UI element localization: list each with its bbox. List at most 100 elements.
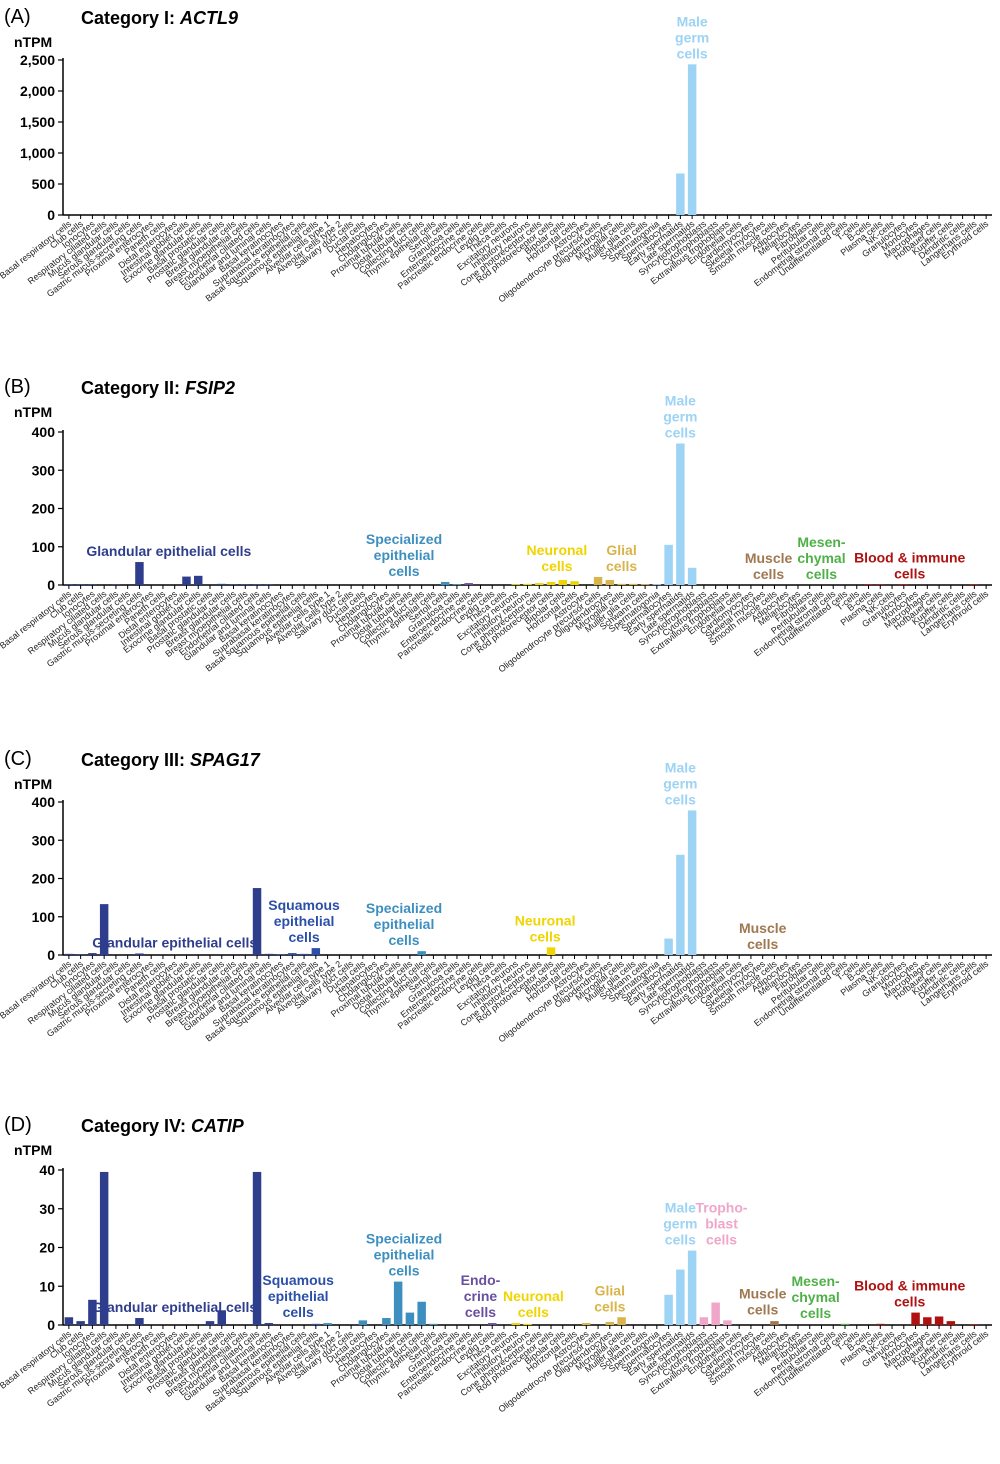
y-tick-label: 0 (47, 1317, 55, 1333)
bar-undifferentiated-cells (840, 1323, 850, 1325)
bar-cytotrophoblasts (711, 1302, 720, 1325)
group-label: blast (705, 1216, 738, 1232)
group-label: cells (753, 566, 784, 582)
group-label: cells (800, 1305, 831, 1321)
y-tick-label: 400 (32, 424, 56, 440)
y-tick-label: 100 (32, 909, 56, 925)
bar-bipolar-cells (558, 580, 568, 585)
bar-rod-photoreceptor-cells (546, 947, 556, 955)
group-label: epithelial (374, 1247, 435, 1263)
bar-hofbauer-cells (934, 1316, 944, 1325)
bar-basal-respiratory-cells (64, 953, 74, 955)
bar-alveolar-cells-type-1 (323, 1323, 332, 1325)
group-label: cells (530, 928, 561, 944)
bar-microglial-cells (617, 1317, 626, 1325)
bar-breast-myoepithelial-cells (241, 584, 250, 585)
chart-title-text: Category I: (81, 8, 180, 28)
y-axis-label: nTPM (14, 34, 52, 50)
bar-ionocytes (88, 1299, 97, 1325)
group-label: chymal (791, 1289, 839, 1305)
group-label: Specialized (366, 531, 442, 547)
bar-macrophages (923, 1317, 932, 1325)
group-label: cells (518, 1304, 549, 1320)
bar-enteroendocrine-cells (464, 583, 473, 585)
y-tick-label: 0 (47, 207, 55, 223)
y-tick-label: 30 (39, 1201, 55, 1217)
group-label: cells (288, 929, 319, 945)
y-axis-label: nTPM (14, 1142, 52, 1158)
group-label: cells (894, 1294, 925, 1310)
group-label: epithelial (374, 547, 435, 563)
bar-club-cells (76, 954, 85, 955)
bar-suprabasal-keratinocytes (288, 953, 297, 955)
bar-inhibitory-neurons (523, 583, 532, 585)
group-label: Specialized (366, 900, 442, 916)
bar-ductal-cells (358, 1320, 368, 1325)
bar-oligodendrocyte-precursor-cells (593, 576, 603, 585)
bar-astrocytes (582, 1323, 591, 1325)
bar-granulocytes (899, 584, 909, 585)
bar-late-spermatids (687, 810, 697, 955)
bar-endometrial-ciliated-cells (252, 1171, 262, 1325)
group-label: cells (465, 1304, 496, 1320)
group-label: epithelial (374, 916, 435, 932)
bar-langerhans-cells (970, 584, 979, 585)
panel-letter: (D) (4, 1114, 32, 1136)
bar-early-spermatids (676, 173, 685, 215)
y-tick-label: 100 (32, 539, 56, 555)
y-tick-label: 40 (39, 1162, 55, 1178)
group-label: cells (806, 566, 837, 582)
y-tick-label: 0 (47, 947, 55, 963)
y-tick-label: 2,500 (20, 52, 55, 68)
bar-exocrine-glandular-cells (194, 575, 203, 585)
y-tick-label: 0 (47, 577, 55, 593)
panel-letter: (C) (4, 748, 32, 770)
bar-glandular-and-luminal-cells (264, 584, 274, 585)
bar-oligodendrocytes (605, 1321, 615, 1325)
y-tick-label: 10 (39, 1278, 55, 1294)
bar-gastric-mucus-secreting-cells (135, 953, 144, 955)
bar-gastric-mucus-secreting-cells (135, 1318, 144, 1325)
group-label: Male (677, 13, 708, 29)
y-tick-label: 500 (32, 176, 56, 192)
y-tick-label: 300 (32, 832, 56, 848)
bar-early-spermatids (676, 1269, 685, 1325)
group-label: Glandular epithelial cells (86, 543, 251, 559)
group-label: Glandular epithelial cells (92, 1299, 257, 1315)
group-label: germ (663, 408, 697, 424)
bar-basal-respiratory-cells (64, 584, 74, 585)
bar-endometrial-ciliated-cells (252, 888, 262, 955)
bar-glandular-and-luminal-cells (264, 953, 274, 955)
y-tick-label: 1,500 (20, 114, 55, 130)
chart-title: Category IV: CATIP (81, 1116, 245, 1136)
bar-prostatic-glandular-cells (217, 583, 226, 585)
group-label: Endo- (461, 1272, 501, 1288)
group-label: chymal (797, 550, 845, 566)
chart-panel-3: (C) Category III: SPAG17 nTPM 0 100 200 300 400… (0, 748, 992, 1044)
bar-basal-prostatic-cells (205, 1321, 215, 1325)
bar-late-spermatids (687, 64, 697, 215)
group-label: germ (675, 29, 709, 45)
group-label: cells (747, 1301, 778, 1317)
group-label: Blood & immune (854, 550, 965, 566)
bar-ionocytes (88, 953, 97, 955)
bar-basal-keratinocytes (276, 954, 285, 955)
y-axis-label: nTPM (14, 404, 52, 420)
y-tick-label: 2,000 (20, 83, 55, 99)
group-label: Muscle (739, 1285, 787, 1301)
bar-late-spermatids (687, 567, 697, 585)
group-label: Male (665, 392, 696, 408)
bar-late-spermatids (687, 1250, 697, 1325)
group-label: Muscle (745, 550, 793, 566)
chart-title-gene: ACTL9 (179, 8, 238, 28)
bar-early-spermatids (676, 854, 685, 955)
y-tick-label: 20 (39, 1240, 55, 1256)
group-label: cells (541, 558, 572, 574)
bar-squamous-epithelial-cells (311, 1323, 321, 1325)
bar-breast-glandular-cells (229, 584, 238, 585)
bar-excitatory-neurons (511, 584, 520, 585)
group-label: Male (665, 759, 696, 775)
group-label: epithelial (274, 913, 335, 929)
bar-respiratory-ciliated-cells (99, 904, 109, 955)
bar-rod-photoreceptor-cells (546, 581, 556, 585)
